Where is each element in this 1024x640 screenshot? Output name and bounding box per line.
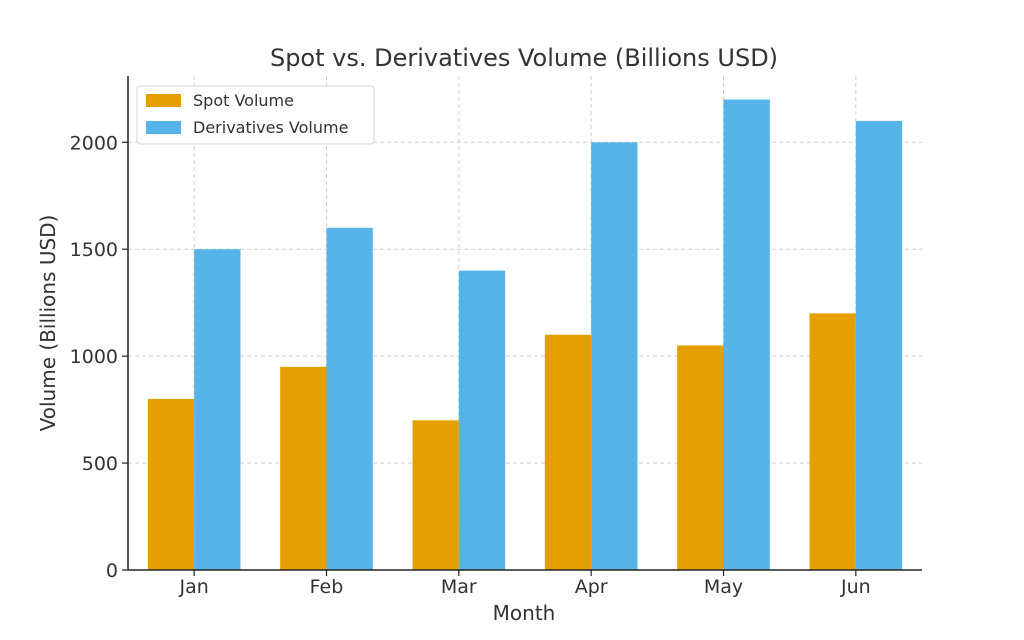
legend-label: Spot Volume xyxy=(193,91,294,110)
bar-spot-jan xyxy=(147,398,195,570)
y-axis-ticks: 0 500 1000 1500 2000 xyxy=(70,132,128,582)
legend-swatch xyxy=(146,94,181,107)
bars xyxy=(147,99,903,571)
bar-spot-feb xyxy=(280,366,327,570)
x-tick-label: May xyxy=(704,576,743,598)
legend: Spot Volume Derivatives Volume xyxy=(136,85,375,145)
y-tick-label: 0 xyxy=(106,560,118,582)
y-tick-label: 2000 xyxy=(70,132,118,154)
x-tick-label: Jun xyxy=(840,576,871,598)
bar-derivatives-mar xyxy=(458,270,506,570)
y-tick-label: 1500 xyxy=(70,239,118,261)
bar-derivatives-jan xyxy=(194,249,241,571)
y-axis-label: Volume (Billions USD) xyxy=(36,215,60,432)
legend-frame xyxy=(136,85,375,145)
chart-title: Spot vs. Derivatives Volume (Billions US… xyxy=(270,44,778,72)
bar-spot-may xyxy=(677,345,724,570)
bar-derivatives-may xyxy=(723,99,770,571)
y-tick-label: 500 xyxy=(82,453,118,475)
x-tick-label: Mar xyxy=(441,576,477,598)
bar-spot-mar xyxy=(412,420,459,570)
bar-derivatives-feb xyxy=(326,227,373,570)
bar-derivatives-jun xyxy=(855,120,903,570)
x-tick-label: Jan xyxy=(179,576,209,598)
legend-swatch xyxy=(146,121,181,134)
x-tick-label: Apr xyxy=(575,576,608,598)
x-axis-label: Month xyxy=(493,601,556,625)
bar-derivatives-apr xyxy=(591,142,638,570)
bar-spot-apr xyxy=(544,334,592,570)
grid xyxy=(128,76,922,570)
bar-spot-jun xyxy=(809,313,856,570)
y-tick-label: 1000 xyxy=(70,346,118,368)
legend-label: Derivatives Volume xyxy=(193,118,348,137)
x-axis-ticks: Jan Feb Mar Apr May Jun xyxy=(179,570,871,598)
x-tick-label: Feb xyxy=(310,576,344,598)
